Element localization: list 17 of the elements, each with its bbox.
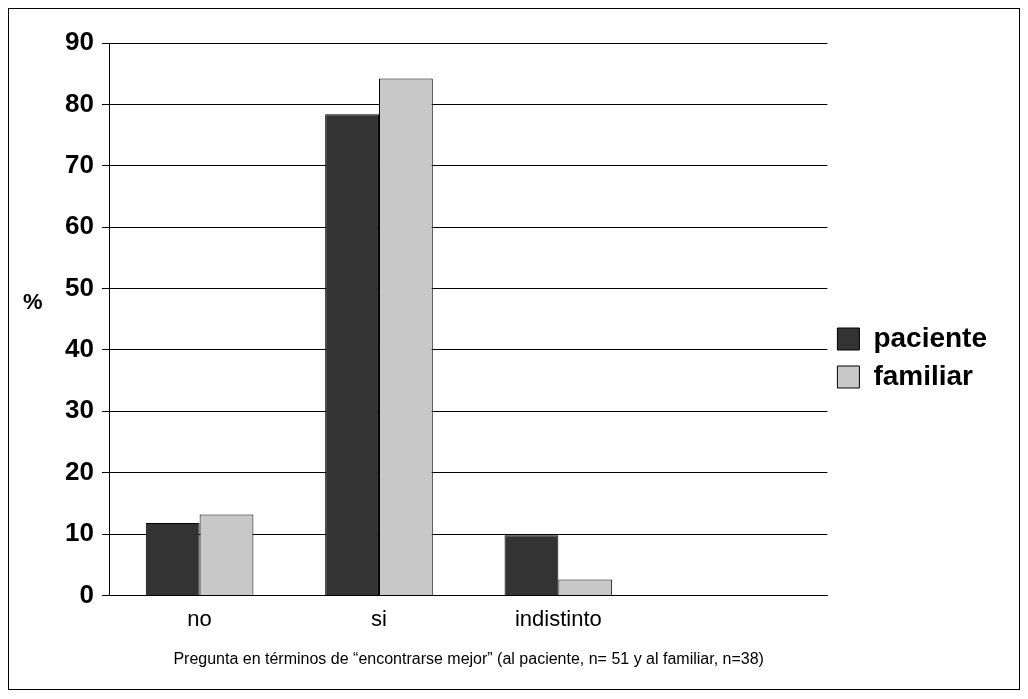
y-tick-label: 40: [65, 333, 94, 364]
y-tick-label: 50: [65, 271, 94, 302]
y-axis-title: %: [23, 289, 43, 315]
legend-label: familiar: [873, 359, 974, 391]
x-tick-label: no: [187, 605, 212, 631]
y-tick-label: 70: [65, 148, 94, 179]
y-tick-label: 80: [65, 87, 94, 118]
legend-label: paciente: [873, 321, 988, 353]
y-tick-label: 20: [65, 455, 94, 486]
y-tick-label: 10: [65, 517, 94, 548]
y-tick-label: 90: [65, 26, 94, 57]
x-tick-label: indistinto: [514, 605, 602, 631]
x-axis-title: Pregunta en términos de “encontrarse mejor” (al paciente, n= 51 y al familiar, n=38): [173, 649, 764, 667]
y-tick-label: 30: [65, 394, 94, 425]
y-tick-label: 60: [65, 210, 94, 241]
x-tick-label: si: [371, 605, 387, 631]
y-tick-label: 0: [79, 578, 94, 609]
